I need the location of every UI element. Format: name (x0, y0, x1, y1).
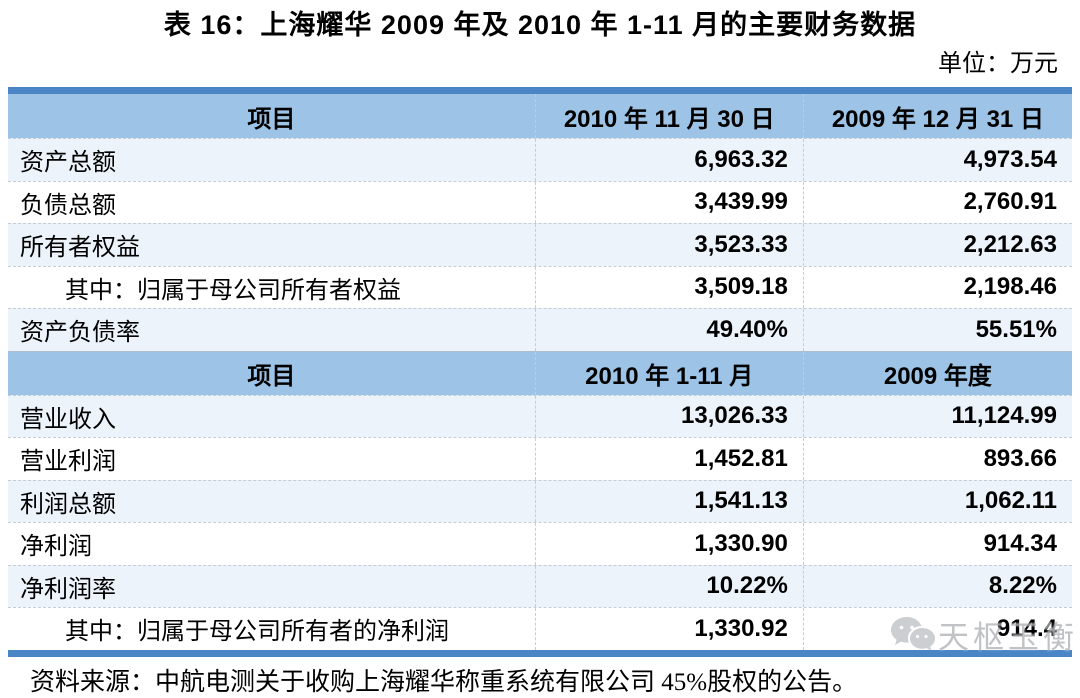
table-row: 营业利润 1,452.81 893.66 (8, 437, 1072, 480)
value-2010-cell: 3,523.33 (534, 224, 803, 266)
table-row: 其中：归属于母公司所有者的净利润 1,330.92 914.4 (8, 607, 1072, 650)
value-2010-cell: 3,509.18 (534, 266, 803, 308)
value-2009-cell: 2,212.63 (802, 224, 1072, 266)
table-row: 净利润 1,330.90 914.34 (8, 522, 1072, 565)
row-label: 负债总额 (20, 192, 116, 219)
value-2009-cell: 2,198.46 (802, 266, 1072, 308)
value-2009-cell: 4,973.54 (802, 139, 1072, 181)
row-label: 其中：归属于母公司所有者权益 (65, 277, 401, 304)
table-row: 营业收入 13,026.33 11,124.99 (8, 394, 1072, 437)
source-note: 资料来源：中航电测关于收购上海耀华称重系统有限公司 45%股权的公告。 (30, 668, 858, 696)
value-2009-cell: 2,760.91 (802, 181, 1072, 223)
row-label: 资产总额 (20, 150, 116, 177)
value-2009-cell: 55.51% (802, 309, 1072, 351)
value-2009-cell: 914.4 (802, 608, 1072, 650)
value-2010-cell: 1,452.81 (534, 438, 803, 480)
balance-header-row: 项目 2010 年 11 月 30 日 2009 年 12 月 31 日 (8, 94, 1072, 138)
value-2010-cell: 10.22% (534, 565, 803, 607)
row-label: 所有者权益 (20, 235, 140, 262)
value-2009-cell: 914.34 (802, 523, 1072, 565)
value-2010-cell: 3,439.99 (534, 181, 803, 223)
value-2010-cell: 1,541.13 (534, 480, 803, 522)
table-row: 负债总额 3,439.99 2,760.91 (8, 180, 1072, 223)
value-2010-cell: 1,330.92 (534, 608, 803, 650)
table-row: 净利润率 10.22% 8.22% (8, 564, 1072, 607)
value-2010-cell: 13,026.33 (534, 395, 803, 437)
row-label: 净利润 (20, 534, 92, 561)
unit-label: 单位：万元 (938, 50, 1058, 77)
row-label: 净利润率 (20, 576, 116, 603)
header-col-2010: 2010 年 1-11 月 (534, 351, 803, 395)
row-label: 营业收入 (20, 406, 116, 433)
row-label: 资产负债率 (20, 320, 140, 347)
header-col-2010: 2010 年 11 月 30 日 (534, 94, 803, 138)
row-label: 利润总额 (20, 491, 116, 518)
table-row: 资产负债率 49.40% 55.51% (8, 308, 1072, 351)
table-title: 表 16：上海耀华 2009 年及 2010 年 1-11 月的主要财务数据 (163, 10, 917, 40)
header-col-2009: 2009 年 12 月 31 日 (802, 94, 1072, 138)
table-row: 资产总额 6,963.32 4,973.54 (8, 138, 1072, 181)
value-2009-cell: 893.66 (802, 438, 1072, 480)
row-label: 其中：归属于母公司所有者的净利润 (65, 619, 449, 646)
header-item-label: 项目 (247, 105, 296, 133)
value-2010-cell: 1,330.90 (534, 523, 803, 565)
table-row: 利润总额 1,541.13 1,062.11 (8, 479, 1072, 522)
header-col-2009: 2009 年度 (802, 351, 1072, 395)
value-2009-cell: 8.22% (802, 565, 1072, 607)
value-2009-cell: 11,124.99 (802, 395, 1072, 437)
value-2009-cell: 1,062.11 (802, 480, 1072, 522)
table-row: 其中：归属于母公司所有者权益 3,509.18 2,198.46 (8, 265, 1072, 308)
financial-table: 项目 2010 年 11 月 30 日 2009 年 12 月 31 日 资产总… (8, 87, 1072, 657)
income-header-row: 项目 2010 年 1-11 月 2009 年度 (8, 350, 1072, 395)
value-2010-cell: 49.40% (534, 309, 803, 351)
value-2010-cell: 6,963.32 (534, 139, 803, 181)
row-label: 营业利润 (20, 449, 116, 476)
header-item-label: 项目 (247, 362, 296, 390)
table-row: 所有者权益 3,523.33 2,212.63 (8, 223, 1072, 266)
